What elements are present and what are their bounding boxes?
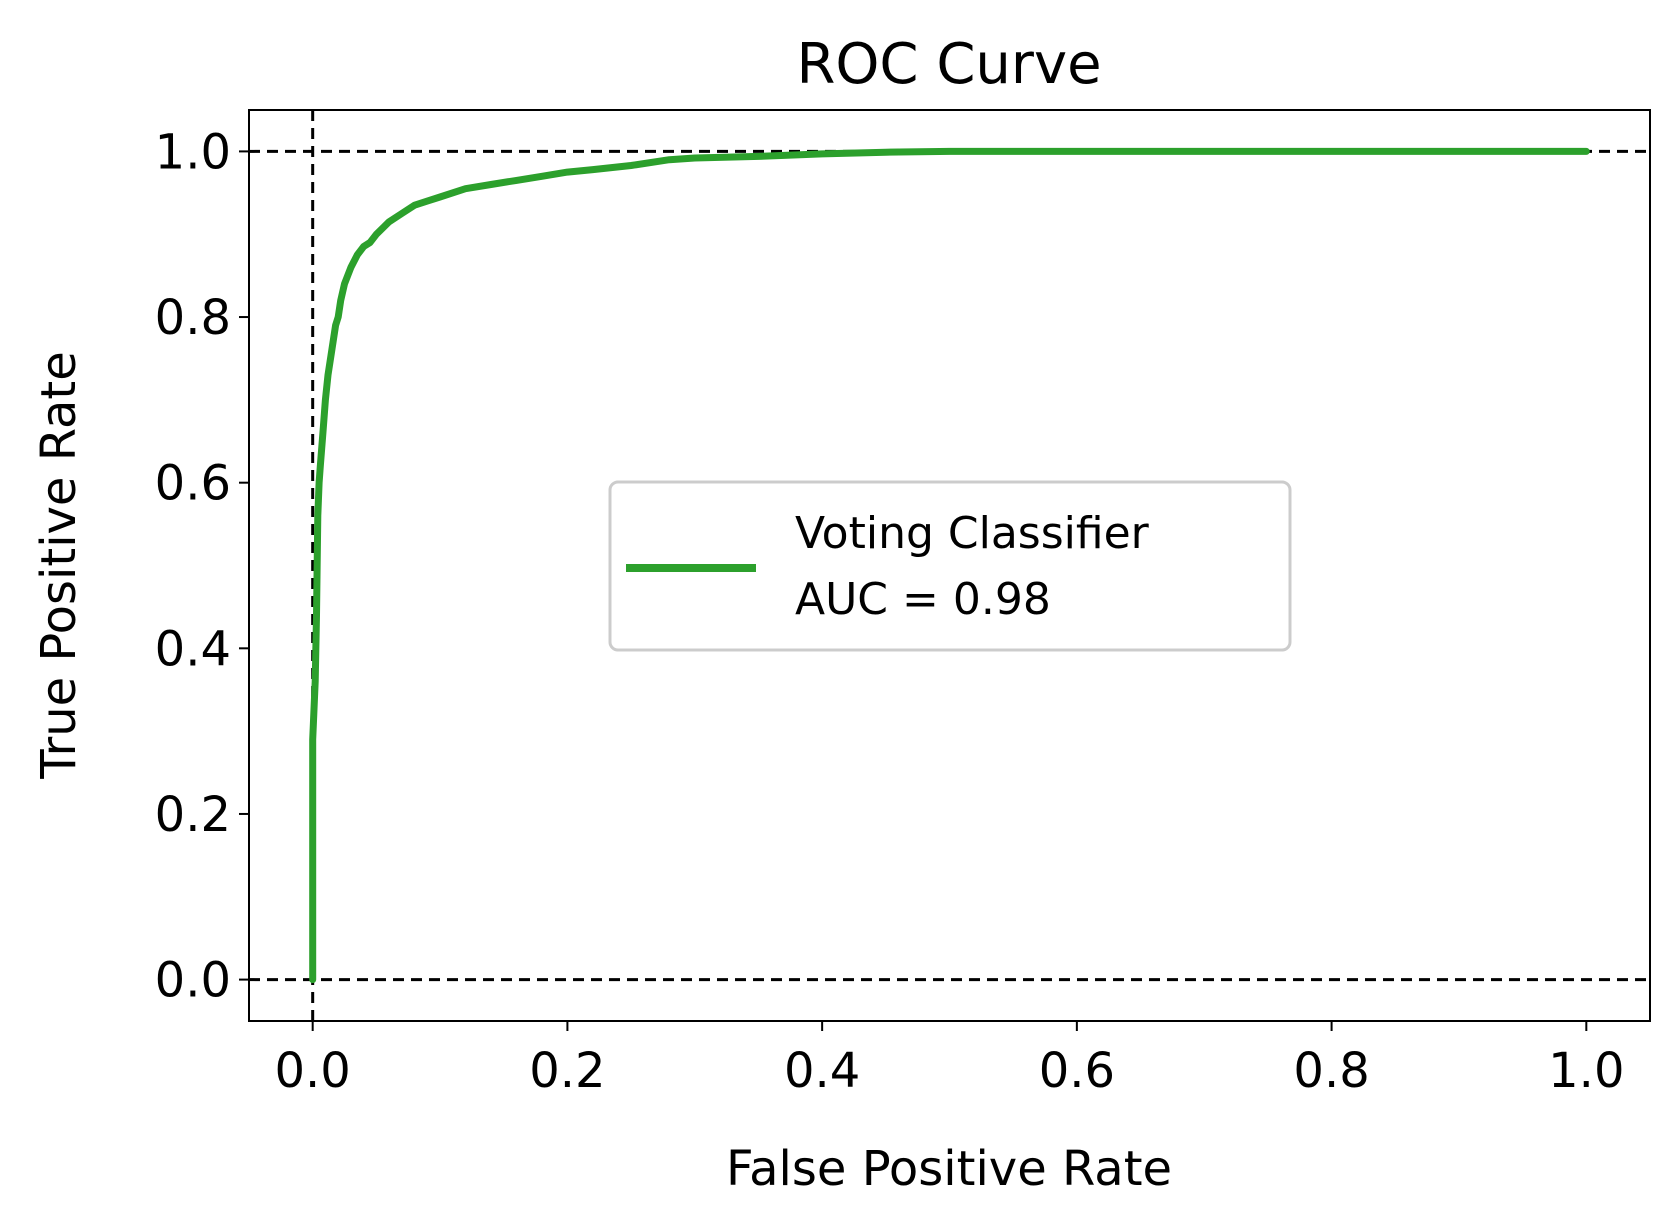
x-tick-label: 0.4 [784, 1043, 860, 1099]
legend: Voting Classifier AUC = 0.98 [608, 480, 1292, 652]
x-tick-label: 0.2 [529, 1043, 605, 1099]
y-tick-label: 0.6 [155, 456, 231, 512]
y-tick-label: 0.4 [155, 621, 231, 677]
x-axis-ticks: 0.0 0.2 0.4 0.6 0.8 1.0 [275, 1021, 1624, 1099]
legend-label-auc: AUC = 0.98 [795, 574, 1051, 625]
y-axis-label: True Positive Rate [31, 351, 87, 780]
plot-frame [248, 109, 1651, 1022]
chart-title: ROC Curve [796, 32, 1101, 97]
series-line-0 [309, 147, 1590, 984]
legend-label-voting-classifier: Voting Classifier [795, 508, 1150, 559]
y-tick-label: 0.8 [155, 290, 231, 346]
x-tick-label: 1.0 [1548, 1043, 1624, 1099]
x-axis-label: False Positive Rate [726, 1141, 1172, 1197]
curve-layer [309, 147, 1590, 984]
y-axis-ticks: 0.0 0.2 0.4 0.6 0.8 1.0 [155, 124, 249, 1009]
legend-box [608, 480, 1292, 652]
y-tick-label: 0.0 [155, 953, 231, 1009]
y-tick-label: 1.0 [155, 124, 231, 180]
x-tick-label: 0.6 [1039, 1043, 1115, 1099]
y-tick-label: 0.2 [155, 787, 231, 843]
x-tick-label: 0.8 [1293, 1043, 1369, 1099]
x-tick-label: 0.0 [275, 1043, 351, 1099]
